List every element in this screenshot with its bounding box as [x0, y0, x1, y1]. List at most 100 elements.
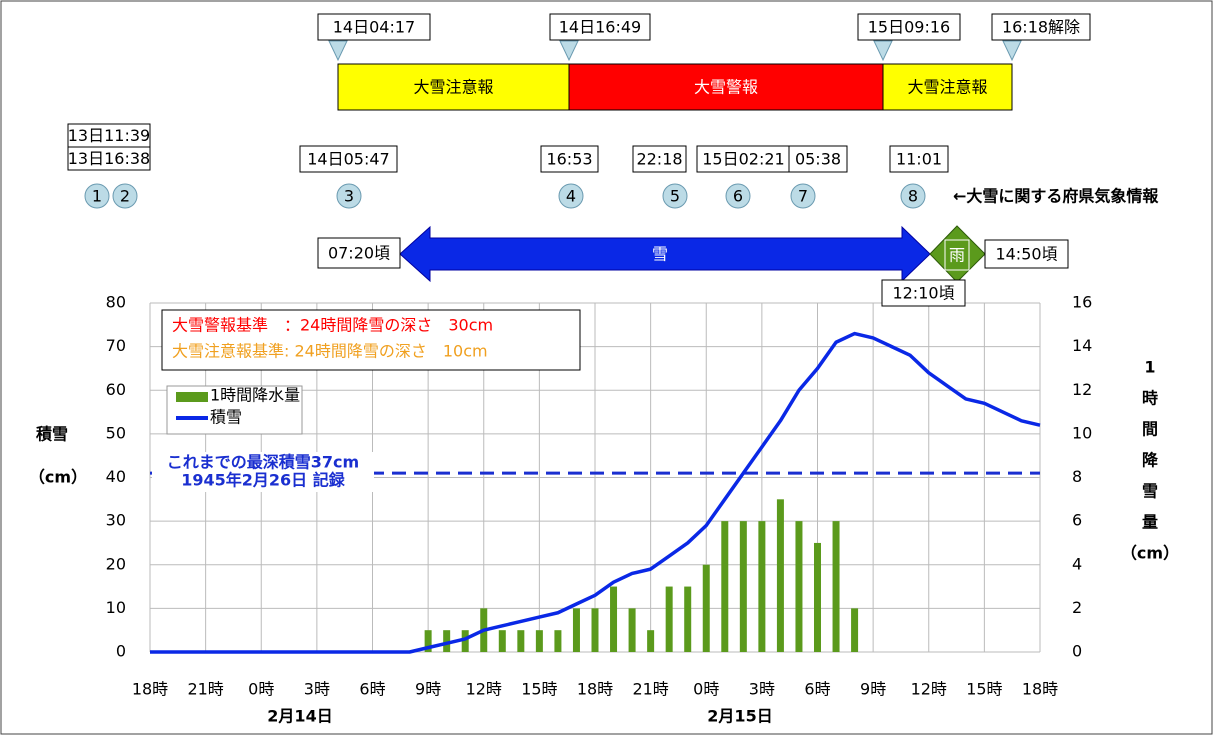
- bar: [684, 586, 692, 652]
- y-tick-label: 50: [106, 423, 126, 442]
- x-tick-label: 3時: [749, 680, 775, 699]
- x-tick-label: 21時: [632, 680, 668, 699]
- info-time: 16:53: [546, 150, 592, 169]
- bar: [832, 521, 840, 652]
- info-number: 7: [798, 187, 808, 206]
- x-tick-label: 3時: [304, 680, 330, 699]
- info-circle: [790, 183, 816, 209]
- y2-axis-label: 間: [1142, 420, 1158, 439]
- x-tick-label: 0時: [248, 680, 274, 699]
- info-circle: [112, 183, 138, 209]
- x-tick-label: 18時: [1022, 680, 1058, 699]
- bar: [535, 630, 543, 652]
- warning-time-box: [549, 13, 651, 41]
- bar: [795, 521, 803, 652]
- y-tick-label: 30: [106, 511, 126, 530]
- rain-end: 14:50頃: [995, 245, 1057, 264]
- criteria-text: 大雪注意報基準: 24時間降雪の深さ 10cm: [172, 342, 488, 361]
- pointer: [328, 40, 348, 62]
- y2-axis-label: 量: [1142, 513, 1158, 532]
- criteria-text: 大雪警報基準 ：24時間降雪の深さ 30cm: [172, 316, 493, 335]
- info-number: 3: [344, 187, 354, 206]
- y2-tick-label: 8: [1072, 467, 1082, 486]
- info-number: 8: [908, 187, 918, 206]
- rain-label-box: [944, 239, 970, 271]
- snow-end-box: [881, 279, 966, 307]
- bar: [628, 608, 636, 652]
- legend-label: 1時間降水量: [210, 386, 300, 405]
- info-circle: [725, 183, 751, 209]
- pointer: [873, 40, 893, 62]
- y2-tick-label: 12: [1072, 380, 1092, 399]
- warning-label: 大雪注意報: [907, 78, 987, 97]
- y2-tick-label: 4: [1072, 554, 1082, 573]
- info-time-box: [632, 145, 687, 173]
- info-number: 2: [120, 187, 130, 206]
- x-tick-label: 9時: [860, 680, 886, 699]
- x-tick-label: 15時: [966, 680, 1002, 699]
- warning-label: 大雪注意報: [413, 78, 493, 97]
- info-number: 1: [92, 187, 102, 206]
- legend-label: 積雪: [210, 408, 242, 427]
- info-time-box: [788, 145, 848, 173]
- info-circle: [900, 183, 926, 209]
- y2-tick-label: 10: [1072, 423, 1092, 442]
- reference-label: これまでの最深積雪37cm: [167, 453, 359, 472]
- y2-tick-label: 14: [1072, 336, 1092, 355]
- warning-time: 15日09:16: [868, 18, 950, 37]
- bar: [702, 564, 710, 652]
- legend-swatch: [176, 392, 208, 402]
- warning-time-box: [317, 13, 431, 41]
- pointer: [1002, 40, 1022, 62]
- x-tick-label: 21時: [187, 680, 223, 699]
- bar: [610, 586, 618, 652]
- criteria-box: [161, 309, 581, 371]
- warning-time-box: [991, 13, 1091, 41]
- bar: [461, 630, 469, 652]
- x-tick-label: 12時: [911, 680, 947, 699]
- y2-tick-label: 6: [1072, 511, 1082, 530]
- bar: [758, 521, 766, 652]
- bar: [591, 608, 599, 652]
- y-tick-label: 60: [106, 380, 126, 399]
- bar: [498, 630, 506, 652]
- x-tick-label: 6時: [804, 680, 830, 699]
- info-time-box: [299, 145, 398, 173]
- y2-axis-label: 雪: [1142, 482, 1158, 501]
- warning-label: 大雪警報: [694, 78, 758, 97]
- info-time: 14日05:47: [307, 150, 389, 169]
- bar: [851, 608, 859, 652]
- rain-end-box: [984, 239, 1069, 269]
- info-number: 4: [566, 187, 576, 206]
- y2-tick-label: 16: [1072, 293, 1092, 312]
- bar: [424, 630, 432, 652]
- info-time: 13日16:38: [68, 149, 150, 168]
- y-axis-label: （cm）: [29, 468, 87, 487]
- x-tick-label: 15時: [521, 680, 557, 699]
- bar: [721, 521, 729, 652]
- bar: [739, 521, 747, 652]
- info-number: 6: [733, 187, 743, 206]
- bar: [647, 630, 655, 652]
- info-number: 5: [670, 187, 680, 206]
- rain-label: 雨: [949, 246, 965, 265]
- bar: [665, 586, 673, 652]
- info-time-box: [540, 145, 599, 173]
- reference-label: 1945年2月26日 記録: [181, 471, 346, 490]
- warning-time: 16:18解除: [1002, 18, 1080, 37]
- y-tick-label: 80: [106, 293, 126, 312]
- y2-axis-label: 1: [1144, 358, 1155, 377]
- x-tick-label: 18時: [132, 680, 168, 699]
- info-note: ←大雪に関する府県気象情報: [953, 187, 1159, 206]
- reference-label-bg: [152, 452, 374, 492]
- y2-tick-label: 0: [1072, 642, 1082, 661]
- x-tick-label: 6時: [359, 680, 385, 699]
- info-circle: [558, 183, 584, 209]
- bar: [517, 630, 525, 652]
- info-time: 05:38: [795, 150, 841, 169]
- date-label: 2月14日: [267, 707, 332, 726]
- y2-axis-label: 時: [1142, 389, 1158, 408]
- warning-time: 14日04:17: [333, 18, 415, 37]
- snow-start: 07:20頃: [328, 244, 390, 263]
